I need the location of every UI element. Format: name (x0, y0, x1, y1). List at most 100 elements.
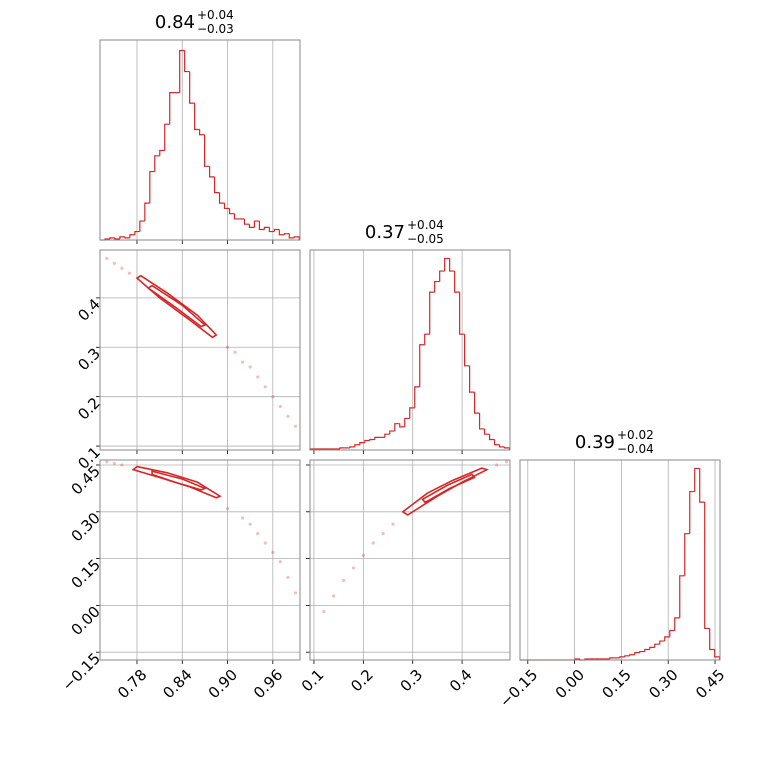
histogram-step (434, 280, 440, 293)
sample-point (293, 424, 298, 428)
sample-point (504, 460, 509, 464)
histogram-step (449, 258, 455, 272)
histogram-step (253, 220, 260, 228)
histogram-step (694, 467, 700, 492)
sample-point (263, 385, 267, 389)
x-tick-label: 0.96 (250, 666, 286, 702)
panel-frame (309, 249, 511, 451)
sample-point (381, 532, 385, 536)
sample-point (391, 522, 395, 526)
sample-point (293, 591, 298, 595)
histogram-step (404, 417, 410, 427)
title-plus: +0.04 (197, 8, 234, 22)
histogram-step (139, 220, 145, 232)
sample-point (361, 553, 365, 558)
histogram-step (223, 203, 230, 210)
histogram-step (609, 657, 615, 659)
histogram-step (488, 434, 495, 441)
histogram-step (263, 226, 270, 230)
sample-point (271, 395, 275, 399)
sample-point (225, 345, 230, 349)
sample-point (256, 532, 260, 536)
panel-frame (309, 459, 511, 661)
histogram-step (164, 123, 170, 151)
sample-point (286, 575, 290, 579)
histogram-step (483, 428, 490, 435)
x-tick-label: 0.84 (159, 666, 195, 702)
panel-title: 0.84 (155, 12, 195, 33)
contour (401, 467, 489, 516)
histogram-step (644, 648, 650, 652)
sample-point (286, 414, 290, 419)
contour (135, 274, 218, 339)
sample-point (256, 375, 260, 379)
title-minus: −0.05 (407, 232, 444, 246)
panel-title: 0.37 (365, 222, 405, 243)
sample-point (495, 463, 499, 467)
histogram-step (629, 654, 635, 656)
sample-point (241, 360, 245, 364)
contour (421, 473, 476, 504)
histogram-step (689, 490, 695, 534)
histogram-step (114, 237, 120, 240)
histogram-step (213, 176, 220, 194)
panel-background (310, 460, 510, 660)
x-tick-label: 0.90 (205, 666, 241, 702)
title-minus: −0.03 (197, 22, 234, 36)
x-tick-label: 0.30 (645, 666, 681, 702)
histogram-step (243, 218, 250, 225)
histogram-step (469, 365, 475, 393)
histogram-step (293, 236, 300, 240)
histogram-step (619, 656, 625, 658)
histogram-step (189, 71, 195, 104)
scatter-panel (322, 460, 509, 614)
sample-point (225, 507, 230, 511)
sample-point (271, 550, 275, 554)
y-tick-label: 0.00 (68, 603, 104, 639)
histogram-step (119, 236, 125, 239)
histogram-step (159, 149, 165, 156)
histogram-step (459, 292, 465, 335)
histogram-step (228, 208, 235, 215)
sample-point (241, 516, 245, 520)
y-tick-label: −0.15 (59, 649, 104, 694)
y-tick-label: 0.45 (68, 462, 104, 498)
y-tick-label: 0.3 (74, 344, 104, 374)
histogram-step (649, 646, 655, 650)
histogram-step (179, 49, 185, 93)
histogram-step (639, 650, 645, 653)
histogram-step (208, 166, 215, 178)
histogram-step (674, 617, 680, 631)
histogram-step (129, 234, 135, 238)
sample-point (112, 261, 116, 265)
histogram-step (394, 423, 400, 432)
contour (131, 465, 222, 499)
x-tick-label: 0.15 (599, 666, 635, 702)
panel-background (100, 250, 300, 450)
sample-point (322, 610, 326, 614)
title-plus: +0.02 (617, 428, 654, 442)
histogram-step (409, 407, 415, 419)
sample-point (112, 461, 116, 466)
histogram-step (384, 433, 390, 438)
scatter-panel (105, 460, 298, 595)
x-tick-label: 0.45 (692, 666, 728, 702)
histogram-step (218, 192, 225, 204)
x-tick-label: 0.1 (298, 666, 328, 696)
histogram-step (109, 237, 115, 239)
histogram-step (634, 652, 640, 655)
histogram-step (704, 502, 710, 630)
histogram-step (124, 236, 130, 239)
histogram-step (364, 439, 370, 443)
histogram-step (204, 134, 210, 167)
histogram-step (134, 230, 140, 235)
panel-background (100, 460, 300, 660)
y-tick-label: 0.4 (74, 295, 104, 325)
sample-point (105, 256, 109, 260)
histogram-step (248, 224, 255, 228)
histogram-step (424, 333, 430, 345)
histogram-step (439, 270, 445, 282)
histogram-step (699, 468, 705, 503)
x-tick-label: 0.00 (552, 666, 588, 702)
sample-point (371, 541, 375, 545)
